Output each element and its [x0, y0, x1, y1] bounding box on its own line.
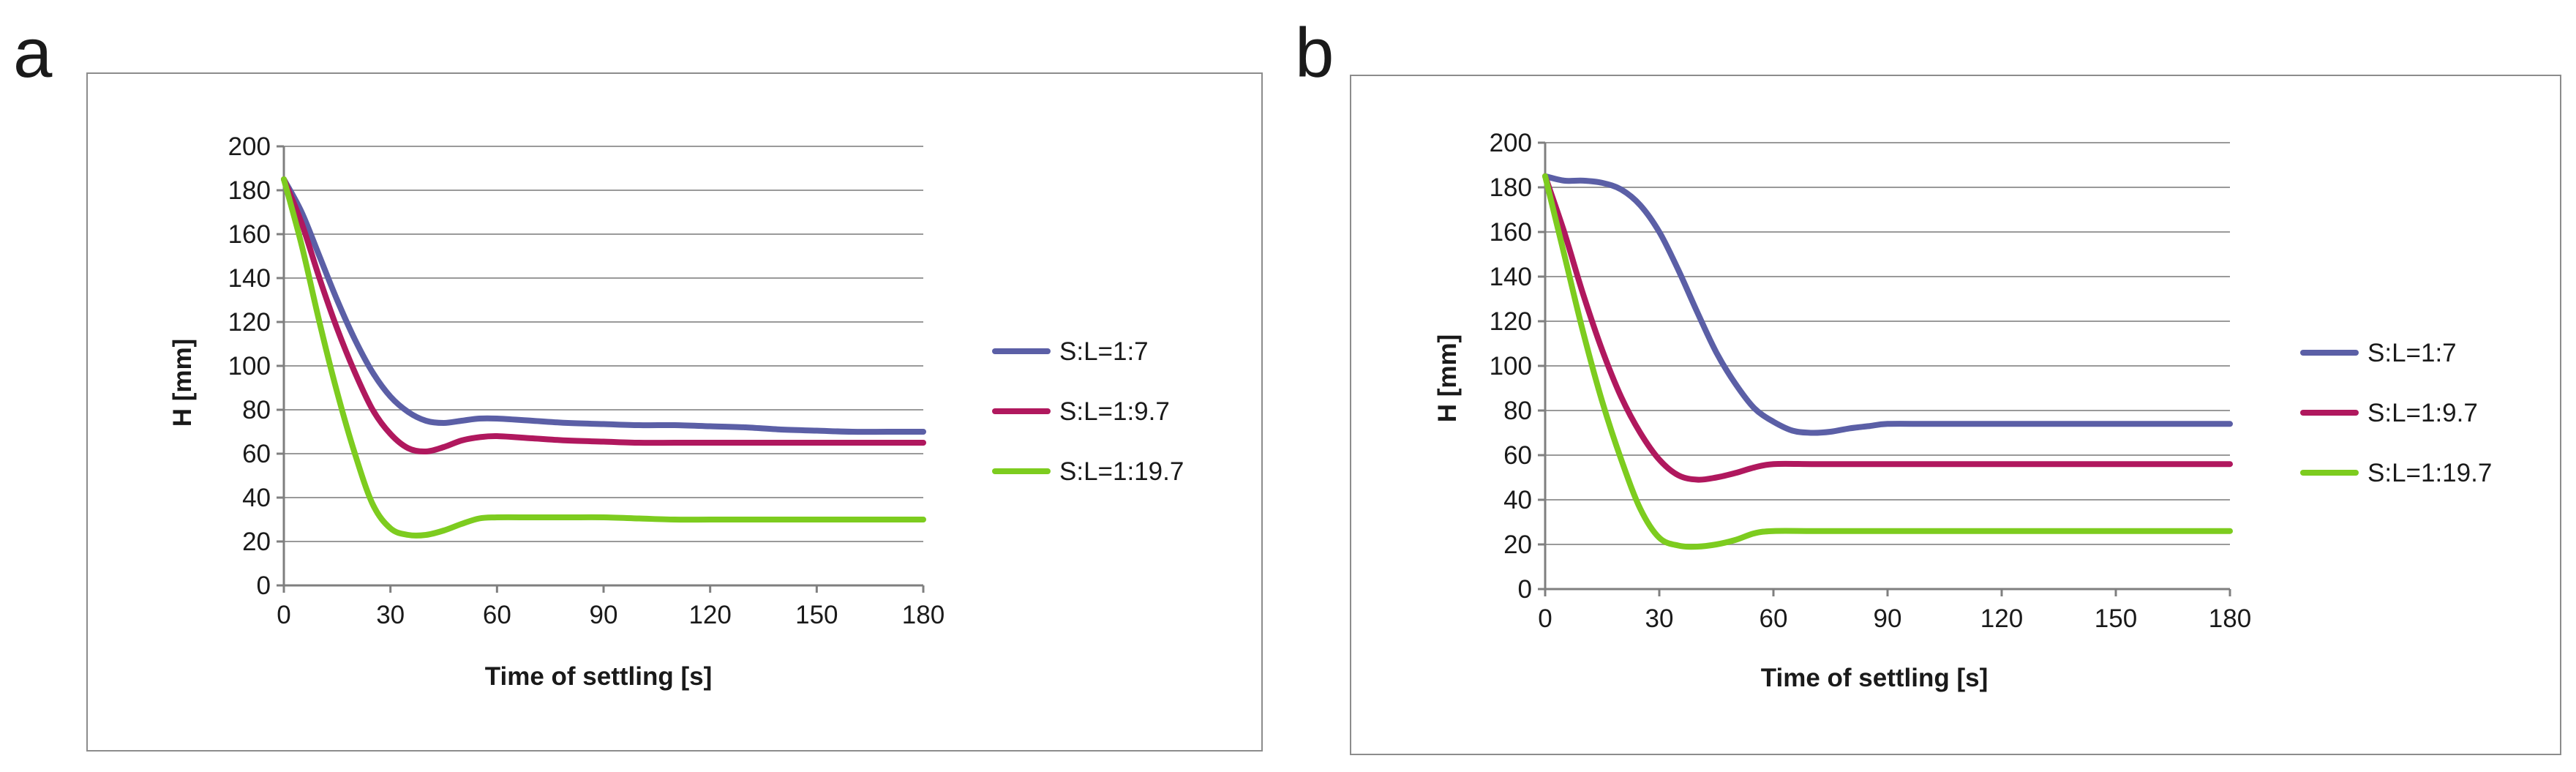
legend-label-1: S:L=1:7 — [2367, 339, 2457, 367]
panel-a-y-tick-labels: 0 20 40 60 80 100 120 140 160 180 200 — [228, 132, 271, 600]
y-tick-label: 40 — [1503, 486, 1532, 514]
panel-a-x-axis-title: Time of settling [s] — [485, 662, 713, 691]
panel-b: b 0 20 40 60 80 100 120 140 160 180 200 0 30 60 90 120… — [1295, 14, 2561, 755]
y-tick-label: 20 — [242, 528, 271, 556]
x-tick-label: 90 — [1874, 604, 1902, 633]
panel-b-axes — [1538, 141, 2231, 596]
y-tick-label: 140 — [1490, 263, 1532, 291]
y-tick-label: 160 — [228, 220, 271, 249]
series-line-2 — [281, 176, 926, 455]
panel-a-y-axis-title: H [mm] — [168, 339, 197, 427]
y-tick-label: 0 — [257, 571, 271, 600]
panel-a-gridlines — [284, 146, 923, 542]
series-line-1 — [1542, 173, 2233, 436]
x-tick-label: 60 — [1760, 604, 1788, 633]
y-tick-label: 140 — [228, 264, 271, 293]
x-tick-label: 30 — [1645, 604, 1674, 633]
series-line-2 — [1542, 173, 2233, 483]
x-tick-label: 90 — [590, 601, 618, 629]
legend-label-2: S:L=1:9.7 — [2367, 399, 2478, 427]
y-tick-label: 0 — [1518, 575, 1532, 604]
x-tick-label: 150 — [2095, 604, 2137, 633]
y-tick-label: 60 — [242, 440, 271, 468]
series-line-3 — [1542, 173, 2233, 550]
y-tick-label: 100 — [228, 352, 271, 381]
panel-a-series-lines — [281, 176, 926, 539]
y-tick-label: 20 — [1503, 531, 1532, 559]
y-tick-label: 80 — [1503, 397, 1532, 425]
x-tick-label: 0 — [277, 601, 290, 629]
y-tick-label: 180 — [228, 176, 271, 205]
x-tick-label: 60 — [483, 601, 511, 629]
panel-a-axes — [277, 145, 925, 593]
legend-label-3: S:L=1:19.7 — [1059, 457, 1184, 486]
x-tick-label: 180 — [2209, 604, 2251, 633]
x-tick-label: 120 — [688, 601, 731, 629]
y-tick-label: 60 — [1503, 441, 1532, 470]
panel-b-series-lines — [1542, 173, 2233, 550]
y-tick-label: 80 — [242, 396, 271, 424]
panel-a-x-tick-labels: 0 30 60 90 120 150 180 — [277, 601, 945, 629]
panel-b-x-axis-title: Time of settling [s] — [1761, 664, 1989, 692]
y-tick-label: 100 — [1490, 352, 1532, 381]
panel-b-x-tick-labels: 0 30 60 90 120 150 180 — [1538, 604, 2251, 633]
x-tick-label: 0 — [1538, 604, 1552, 633]
panel-a: a 0 20 40 60 80 100 120 140 160 180 200 0 30 60 90 120… — [13, 14, 1263, 752]
y-tick-label: 160 — [1490, 218, 1532, 247]
panel-b-legend: S:L=1:7 S:L=1:9.7 S:L=1:19.7 — [2300, 339, 2492, 487]
x-tick-label: 30 — [376, 601, 405, 629]
legend-label-1: S:L=1:7 — [1059, 337, 1149, 366]
y-tick-label: 40 — [242, 484, 271, 512]
y-tick-label: 200 — [228, 132, 271, 161]
legend-label-3: S:L=1:19.7 — [2367, 459, 2492, 487]
panel-a-letter: a — [13, 14, 53, 92]
series-line-3 — [281, 176, 926, 539]
panel-b-letter: b — [1295, 14, 1334, 92]
legend-label-2: S:L=1:9.7 — [1059, 397, 1170, 426]
y-tick-label: 120 — [1490, 307, 1532, 336]
panel-a-legend: S:L=1:7 S:L=1:9.7 S:L=1:19.7 — [992, 337, 1184, 486]
series-line-1 — [281, 176, 926, 435]
y-tick-label: 120 — [228, 308, 271, 337]
x-tick-label: 150 — [795, 601, 838, 629]
y-tick-label: 200 — [1490, 129, 1532, 157]
x-tick-label: 120 — [1980, 604, 2023, 633]
panel-b-y-axis-title: H [mm] — [1433, 334, 1462, 423]
x-tick-label: 180 — [902, 601, 945, 629]
panel-b-y-tick-labels: 0 20 40 60 80 100 120 140 160 180 200 — [1490, 129, 1532, 604]
y-tick-label: 180 — [1490, 173, 1532, 202]
